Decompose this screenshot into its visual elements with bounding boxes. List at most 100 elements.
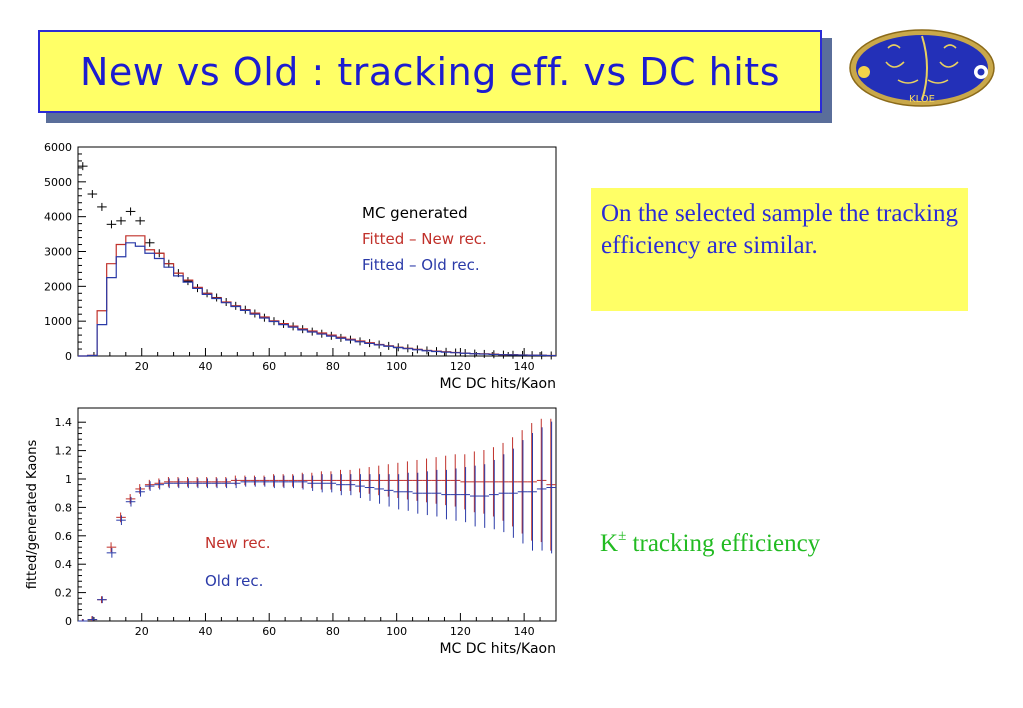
data-point-mc <box>106 220 117 229</box>
data-point-old-rec <box>374 474 384 504</box>
data-point-mc <box>125 207 136 216</box>
data-point-mc <box>144 238 155 247</box>
data-point-old-rec <box>326 474 337 493</box>
caption-rest: tracking efficiency <box>626 530 821 557</box>
data-point-old-rec <box>221 478 231 489</box>
y-tick-label: 4000 <box>44 211 72 224</box>
data-point-old-rec <box>517 440 528 544</box>
series-line-old-rec <box>78 242 556 357</box>
y-tick-label: 0 <box>65 615 72 628</box>
x-tick-label: 20 <box>135 360 149 373</box>
y-tick-label: 0.4 <box>55 558 73 571</box>
data-point-old-rec <box>154 479 165 490</box>
caption-main: K <box>600 530 619 557</box>
data-point-old-rec <box>383 474 394 507</box>
data-point-old-rec <box>508 448 518 538</box>
data-point-mc <box>135 216 145 225</box>
chart-dc-hits-distribution: 20 40 60 80 100 120 140 0 1000 2000 3000 4000 5000 60… <box>44 141 557 392</box>
x-tick-label: 140 <box>514 360 535 373</box>
data-point-old-rec <box>489 459 499 530</box>
y-tick-label: 0.6 <box>55 530 73 543</box>
y-tick-label: 1000 <box>44 315 72 328</box>
y-axis-label: fitted/generated Kaons <box>25 440 40 590</box>
title-box: New vs Old : tracking eff. vs DC hits <box>38 30 822 113</box>
data-point-new-rec <box>106 542 117 552</box>
data-point-old-rec <box>450 468 461 521</box>
x-tick-label: 80 <box>326 625 340 638</box>
data-point-old-rec <box>307 475 317 491</box>
data-point-old-rec <box>355 474 365 499</box>
data-point-old-rec <box>441 469 451 520</box>
x-tick-label: 100 <box>386 360 407 373</box>
y-tick-label: 1 <box>65 473 72 486</box>
data-point-old-rec <box>469 465 480 527</box>
data-point-old-rec <box>498 454 509 533</box>
data-point-mc <box>183 277 193 286</box>
y-tick-label: 2000 <box>44 280 72 293</box>
x-tick-label: 140 <box>514 625 535 638</box>
data-point-old-rec <box>135 486 145 497</box>
legend-entry: Fitted – Old rec. <box>362 256 480 274</box>
data-point-old-rec <box>460 467 470 523</box>
data-point-old-rec <box>288 475 298 489</box>
data-point-old-rec <box>431 469 442 517</box>
data-point-old-rec <box>546 421 556 554</box>
data-point-old-rec <box>164 478 174 489</box>
y-tick-label: 5000 <box>44 176 72 189</box>
x-tick-label: 40 <box>198 625 212 638</box>
x-tick-label: 40 <box>198 360 212 373</box>
data-point-old-rec <box>412 472 423 514</box>
y-tick-label: 1.4 <box>55 416 73 429</box>
data-point-old-rec <box>78 619 88 622</box>
data-point-old-rec <box>192 478 203 489</box>
data-point-old-rec <box>297 474 308 490</box>
data-point-old-rec <box>317 474 327 493</box>
data-point-mc <box>116 216 126 225</box>
logo-text: KLOE <box>909 94 935 105</box>
data-point-old-rec <box>144 481 155 491</box>
data-point-mc <box>78 162 88 171</box>
y-tick-label: 0 <box>65 350 72 363</box>
x-tick-label: 100 <box>386 625 407 638</box>
data-point-old-rec <box>345 474 356 496</box>
data-point-old-rec <box>202 478 212 489</box>
data-point-old-rec <box>278 475 289 489</box>
data-point-old-rec <box>536 427 547 551</box>
data-point-old-rec <box>173 478 184 489</box>
slide-title: New vs Old : tracking eff. vs DC hits <box>79 49 781 94</box>
legend-entry: Fitted – New rec. <box>362 230 487 248</box>
data-point-old-rec <box>269 475 279 489</box>
y-tick-label: 0.8 <box>55 501 73 514</box>
kloe-logo: KLOE <box>849 29 995 107</box>
x-tick-label: 60 <box>262 625 276 638</box>
y-tick-label: 3000 <box>44 246 72 259</box>
data-point-old-rec <box>527 432 537 551</box>
data-point-old-rec <box>422 471 432 516</box>
data-point-old-rec <box>125 496 136 507</box>
x-tick-label: 120 <box>450 625 471 638</box>
x-tick-label: 80 <box>326 360 340 373</box>
data-point-old-rec <box>240 477 251 487</box>
note-box: On the selected sample the tracking effi… <box>591 188 968 311</box>
data-point-old-rec <box>479 464 490 528</box>
data-point-old-rec <box>106 548 117 558</box>
y-tick-label: 6000 <box>44 141 72 154</box>
y-tick-label: 0.2 <box>55 587 73 600</box>
x-tick-label: 20 <box>135 625 149 638</box>
caption-sup: ± <box>618 528 627 544</box>
x-tick-label: 120 <box>450 360 471 373</box>
x-axis-label: MC DC hits/Kaon <box>439 376 556 392</box>
y-tick-label: 1.2 <box>55 445 73 458</box>
data-point-old-rec <box>250 477 260 487</box>
chart-tracking-efficiency: 20 40 60 80 100 120 140 0 0.2 0.4 0.6 0.8 1 1.2 1.4 MC … <box>25 407 557 657</box>
data-point-old-rec <box>230 478 241 489</box>
data-point-old-rec <box>364 474 375 501</box>
x-tick-label: 60 <box>262 360 276 373</box>
legend-entry: New rec. <box>205 534 271 552</box>
data-point-old-rec <box>183 478 193 489</box>
legend-entry: MC generated <box>362 204 468 222</box>
data-point-old-rec <box>403 472 413 511</box>
data-point-old-rec <box>259 477 270 487</box>
data-point-old-rec <box>336 474 346 496</box>
data-point-mc <box>87 190 98 199</box>
